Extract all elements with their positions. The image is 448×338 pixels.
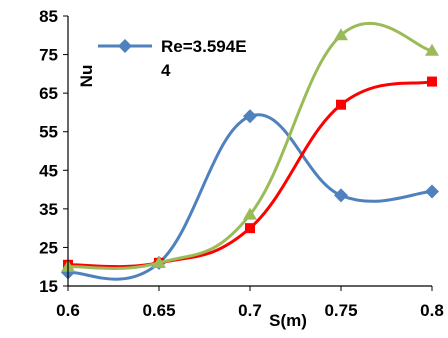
y-axis-title: Nu: [77, 65, 96, 88]
y-tick-label: 25: [39, 238, 58, 257]
legend-label: 4: [161, 61, 171, 80]
y-tick-label: 15: [39, 277, 58, 296]
data-point-diamond: [243, 109, 257, 124]
legend: Re=3.594E 4: [98, 37, 247, 80]
data-point-triangle: [152, 255, 166, 268]
data-point-triangle: [334, 28, 348, 41]
data-point-square: [336, 99, 346, 110]
series-3: [61, 21, 439, 272]
y-tick-label: 85: [39, 7, 58, 26]
x-tick-label: 0.8: [420, 301, 444, 320]
series-line: [66, 21, 434, 270]
data-point-square: [427, 76, 437, 87]
series-line: [66, 113, 434, 281]
axes: [67, 16, 432, 287]
plot-area: [61, 21, 439, 281]
series-2: [63, 76, 437, 270]
x-tick-label: 0.65: [142, 301, 175, 320]
data-point-diamond: [334, 188, 348, 203]
data-point-triangle: [425, 43, 439, 56]
legend-label: Re=3.594E: [161, 37, 247, 56]
y-tick-label: 55: [39, 123, 58, 142]
x-tick-label: 0.6: [56, 301, 80, 320]
tick-labels: 0.6 0.65 0.7 0.75 0.8 15 25 35 45 55 65 75 85: [39, 7, 444, 320]
x-tick-label: 0.7: [238, 301, 262, 320]
y-tick-label: 65: [39, 84, 58, 103]
x-axis-title: S(m): [269, 311, 307, 330]
x-tick-label: 0.75: [324, 301, 357, 320]
data-point-square: [245, 223, 255, 234]
y-tick-label: 35: [39, 200, 58, 219]
y-tick-label: 45: [39, 161, 58, 180]
series-1: [61, 109, 439, 281]
data-point-triangle: [243, 207, 257, 220]
data-point-diamond: [425, 184, 439, 199]
y-tick-label: 75: [39, 46, 58, 65]
data-point-diamond: [118, 39, 132, 53]
